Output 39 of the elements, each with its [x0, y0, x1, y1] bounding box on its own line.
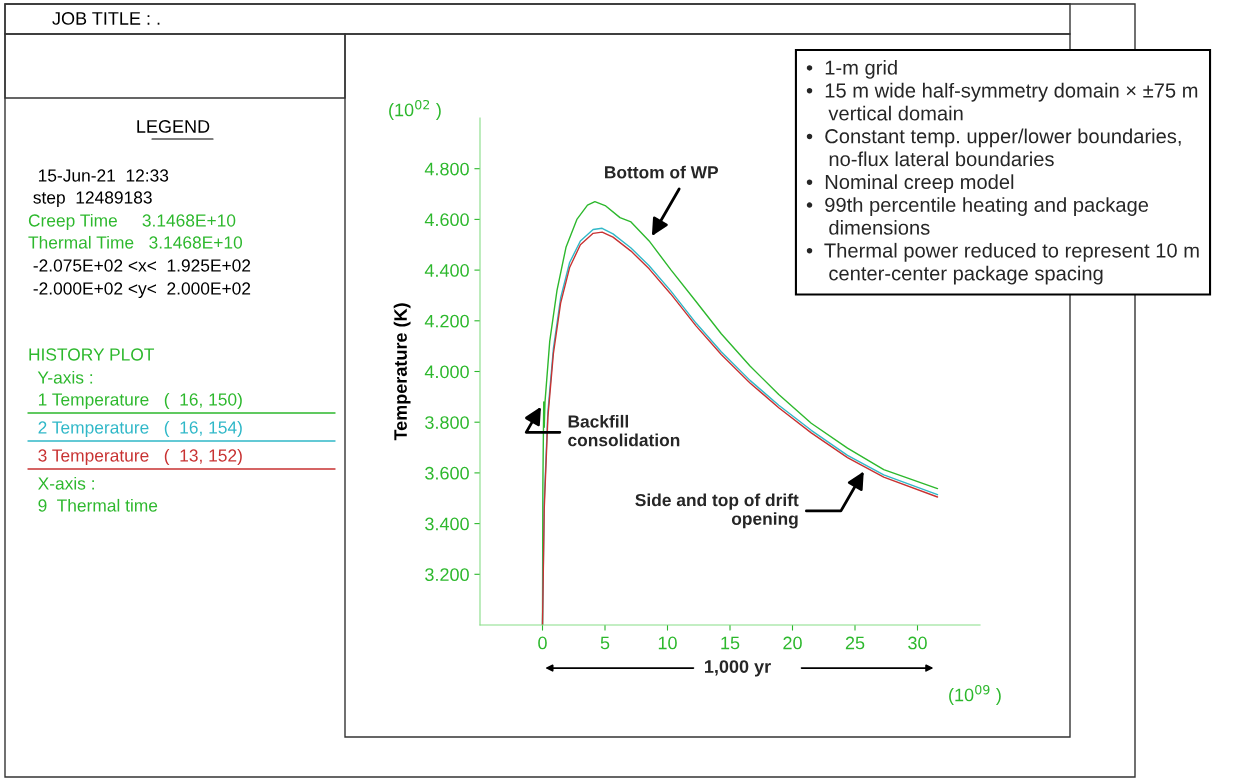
- x-tick-label: 20: [783, 636, 802, 650]
- text: (10$^{09}$ ): [949, 684, 1001, 705]
- x-tick-label: 25: [845, 636, 865, 650]
- x-tick-label: 10: [658, 636, 677, 650]
- x-tick-label: 30: [908, 636, 927, 650]
- text: 9 Thermal time: [38, 498, 158, 512]
- text: -2.000E+02 <y< 2.000E+02: [33, 282, 251, 299]
- y-tick-label: 4.200: [424, 314, 469, 328]
- text: 1 Temperature ( 16, 150): [38, 392, 242, 410]
- y-tick-label: 3.200: [425, 568, 469, 582]
- annotation: Bottom of WP: [605, 165, 719, 179]
- y-tick-label: 3.400: [425, 517, 469, 531]
- x-tick-label: 15: [721, 636, 740, 650]
- text: 15-Jun-21 12:33: [38, 169, 169, 182]
- text: step 12489183: [33, 191, 152, 208]
- x-tick-label: 5: [600, 636, 610, 650]
- annotation: Side and top of drift opening: [635, 493, 799, 529]
- text: Thermal Time 3.1468E+10: [28, 235, 243, 249]
- y-axis-title: Temperature (K): [393, 303, 411, 441]
- text: Y-axis :: [37, 370, 93, 384]
- text: 1,000 yr: [705, 660, 771, 677]
- text: JOB TITLE : .: [52, 12, 160, 25]
- text: HISTORY PLOT: [29, 348, 155, 361]
- y-tick-label: 3.600: [425, 466, 469, 480]
- text: X-axis :: [38, 476, 94, 490]
- text: (10$^{02}$ ): [389, 99, 441, 120]
- x-tick-label: 0: [538, 636, 547, 650]
- y-tick-label: 4.600: [424, 213, 469, 227]
- text: • 1-m grid • 15 m wide half-symmetry domain × ±75 m vertical domain • Constant temp. upper/lower boundaries, no-flux lateral boundaries • Nominal creep model • 99th percentile heating and package dimensions • Thermal power reduced to represent 10 m center-center package spacing: [806, 60, 1199, 285]
- y-tick-label: 4.800: [424, 162, 469, 176]
- y-tick-label: 4.000: [424, 365, 469, 379]
- y-tick-label: 3.800: [425, 416, 469, 429]
- text: 3 Temperature ( 13, 152): [38, 448, 242, 466]
- annotation: Backfill consolidation: [568, 414, 680, 447]
- y-tick-label: 4.400: [424, 264, 469, 277]
- text: 2 Temperature ( 16, 154): [38, 420, 242, 438]
- text: Creep Time 3.1468E+10: [28, 213, 236, 231]
- text: -2.075E+02 <x< 1.925E+02: [33, 259, 251, 272]
- text: LEGEND: [137, 120, 210, 133]
